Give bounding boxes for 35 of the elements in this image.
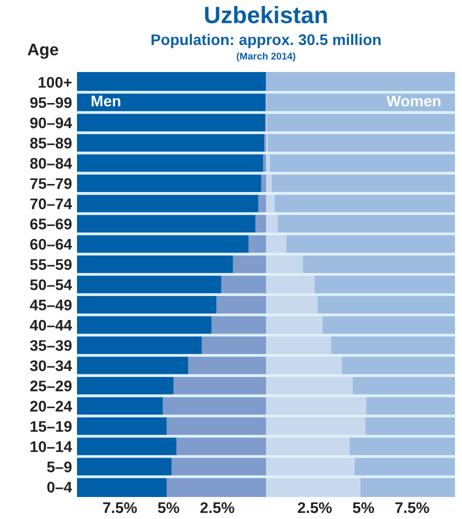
y-tick-label: 15–19 [30, 421, 72, 432]
y-tick-label: 0–4 [47, 482, 72, 493]
x-tick-label: 2.5% [298, 502, 332, 514]
y-tick-label: 35–39 [30, 340, 72, 351]
y-tick-label: 10–14 [30, 441, 72, 452]
y-tick-label: 95–99 [30, 97, 72, 108]
y-tick-label: 65–69 [30, 218, 72, 230]
y-tick-label: 45–49 [30, 300, 72, 310]
x-tick-label: 5% [158, 502, 180, 514]
band-label: Women [386, 96, 440, 106]
y-axis-title: Age [28, 44, 58, 59]
x-tick-label: 5% [352, 502, 374, 514]
bar [266, 476, 360, 497]
chart-title: Uzbekistan [205, 6, 327, 24]
y-tick-label: 50–54 [30, 279, 72, 290]
y-tick-label: 25–29 [30, 380, 72, 392]
y-tick-label: 60–64 [30, 238, 72, 250]
chart-subtitle: Population: approx. 30.5 million [152, 34, 381, 48]
x-tick-label: 7.5% [395, 502, 430, 514]
x-tick-label: 2.5% [200, 502, 234, 514]
x-tick-label: 7.5% [103, 502, 137, 514]
y-tick-label: 40–44 [30, 320, 72, 331]
y-tick-label: 5–9 [47, 462, 72, 472]
y-tick-label: 90–94 [30, 117, 72, 128]
bar [166, 476, 266, 497]
y-tick-label: 30–34 [30, 360, 72, 372]
y-tick-label: 70–74 [30, 198, 72, 210]
band-label: Men [92, 96, 120, 106]
y-tick-label: 55–59 [30, 259, 72, 270]
y-tick-label: 75–79 [30, 178, 72, 189]
y-tick-label: 20–24 [30, 400, 72, 412]
y-tick-label: 100+ [38, 76, 72, 88]
y-tick-label: 80–84 [30, 158, 72, 169]
text: (March 2014) [236, 52, 296, 62]
y-tick-label: 85–89 [30, 138, 72, 149]
